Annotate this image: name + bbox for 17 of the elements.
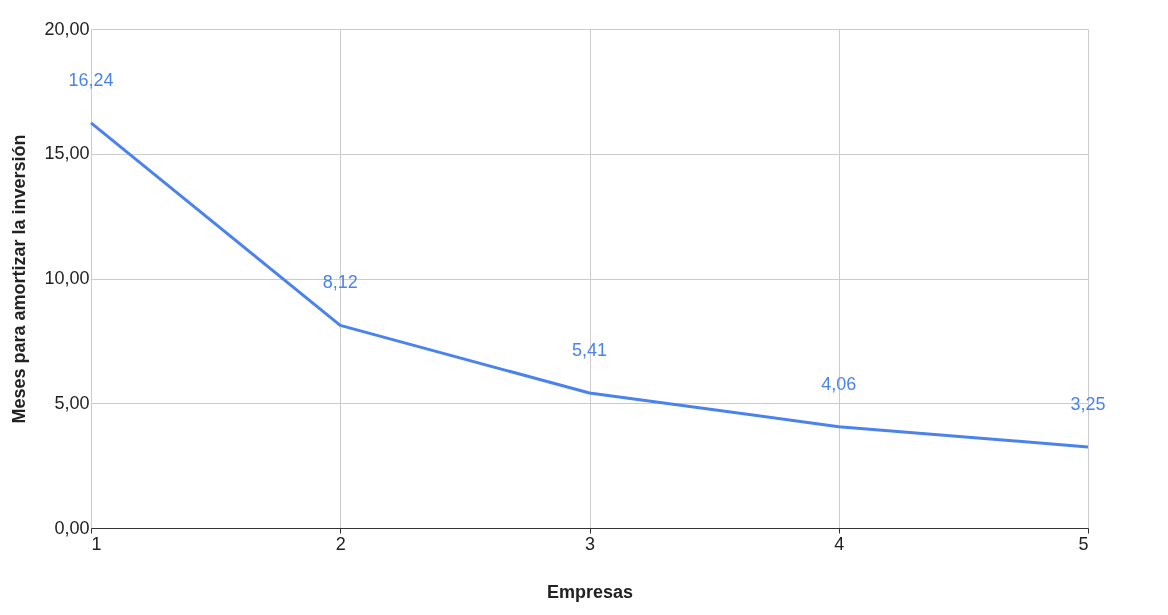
data-label: 3,25 [1070, 393, 1106, 414]
y-tick-label: 10,00 [44, 268, 90, 288]
x-tick-label: 4 [834, 533, 845, 554]
data-label: 5,41 [571, 340, 608, 361]
y-tick-label: 15,00 [44, 143, 90, 164]
y-tick-label: 0,00 [54, 517, 90, 538]
y-tick-label: 5,00 [54, 392, 90, 413]
data-label: 4,06 [821, 373, 857, 394]
x-tick-label: 1 [91, 533, 102, 554]
x-tick-label: 2 [335, 533, 346, 554]
y-axis-title: Meses para amortizar la inversión [9, 134, 30, 424]
x-tick-label: 3 [584, 533, 596, 554]
x-tick-label: 5 [1078, 533, 1089, 554]
data-label: 16,24 [68, 69, 114, 90]
x-axis-title: Empresas [546, 581, 634, 602]
y-tick-label: 20,00 [44, 18, 90, 39]
data-label: 8,12 [322, 272, 358, 293]
